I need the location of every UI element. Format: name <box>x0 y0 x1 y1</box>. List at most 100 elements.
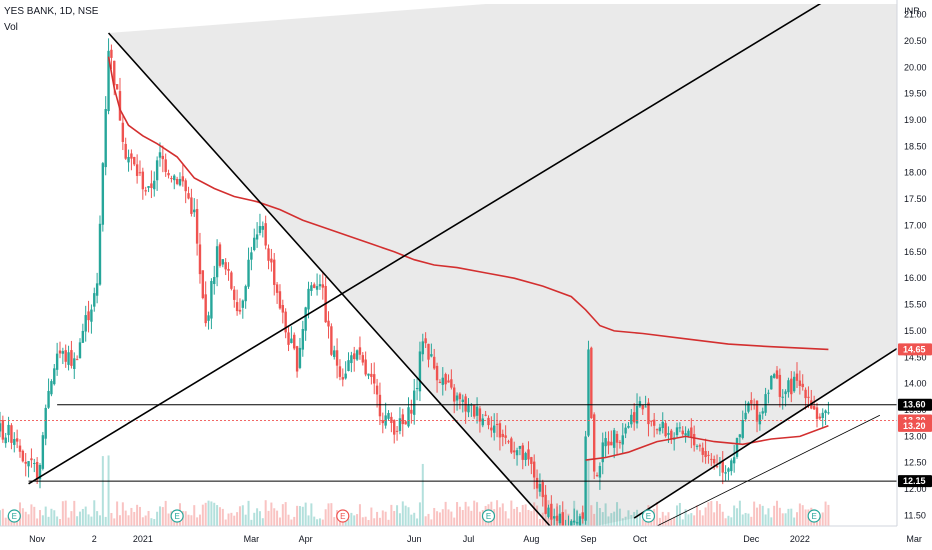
volume-bar <box>76 516 79 526</box>
price-tag-box <box>898 343 932 356</box>
volume-bar <box>738 500 741 526</box>
earnings-marker: E <box>170 509 184 523</box>
candle-body <box>667 433 670 435</box>
volume-bar <box>436 511 439 526</box>
volume-bar <box>113 518 116 526</box>
candle-body <box>255 234 259 240</box>
volume-bar <box>796 512 799 526</box>
volume-bar <box>627 510 630 526</box>
candle-body <box>487 417 490 426</box>
candle-body <box>493 425 496 433</box>
volume-bar <box>33 506 36 526</box>
volume-bar <box>587 459 590 526</box>
volume-bar <box>201 504 204 526</box>
candle-body <box>678 427 682 429</box>
candle-body <box>484 414 487 416</box>
candle-body <box>767 392 770 394</box>
candle-body <box>601 442 604 463</box>
candle-body <box>641 404 644 410</box>
volume-bar <box>787 508 790 526</box>
candle-body <box>415 388 419 390</box>
volume-bar <box>564 509 567 526</box>
volume-bar <box>87 514 90 526</box>
x-tick-label: Dec <box>743 534 760 544</box>
candle-body <box>147 186 150 188</box>
volume-bar <box>1 508 4 526</box>
candle-body <box>201 270 205 299</box>
volume-bar <box>30 504 33 526</box>
candle-body <box>347 360 350 371</box>
candle-body <box>64 350 67 362</box>
candle-body <box>130 153 133 159</box>
candle-body <box>124 143 127 159</box>
candle-body <box>555 515 559 521</box>
candle-body <box>15 438 19 442</box>
candle-body <box>650 420 653 422</box>
volume-bar <box>701 515 704 526</box>
volume-bar <box>478 511 481 526</box>
candle-body <box>627 425 630 428</box>
candle-body <box>70 350 73 366</box>
candle-body <box>795 373 799 381</box>
price-tag: 14.65 <box>898 343 932 356</box>
candle-body <box>364 359 367 375</box>
chart-title: YES BANK, 1D, NSE <box>4 6 99 17</box>
volume-bar <box>247 500 250 526</box>
candle-body <box>367 373 370 376</box>
candle-body <box>7 424 10 436</box>
candle-body <box>167 173 170 176</box>
volume-bar <box>750 516 753 526</box>
candle-body <box>407 407 410 427</box>
candle-body <box>127 157 130 163</box>
candle-body <box>581 512 584 519</box>
price-tag: 13.20 <box>898 419 932 432</box>
volume-bar <box>516 506 519 526</box>
volume-bar <box>333 517 336 526</box>
x-tick-label: Aug <box>523 534 539 544</box>
candle-body <box>787 380 790 393</box>
candle-body <box>572 520 576 523</box>
volume-bar <box>744 512 747 526</box>
volume-bar <box>41 515 44 526</box>
volume-bar <box>696 505 699 526</box>
volume-bar <box>656 501 659 526</box>
volume-bar <box>638 513 641 526</box>
volume-bar <box>90 516 93 526</box>
candle-body <box>804 389 807 399</box>
candle-body <box>230 272 233 289</box>
candle-body <box>664 423 667 437</box>
candle-body <box>298 347 302 368</box>
candle-body <box>438 381 442 384</box>
candle-body <box>290 338 293 344</box>
volume-bar <box>198 514 201 526</box>
candle-body <box>47 390 50 408</box>
candle-body <box>247 259 250 287</box>
volume-bar <box>56 516 59 526</box>
candle-body <box>233 289 236 300</box>
candle-body <box>50 381 53 395</box>
candle-body <box>273 259 276 285</box>
volume-bar <box>267 510 270 526</box>
volume-bar <box>664 515 667 526</box>
volume-bar <box>790 508 793 526</box>
candle-body <box>495 423 499 425</box>
candle-body <box>338 366 342 377</box>
candle-body <box>67 352 70 365</box>
volume-bar <box>78 511 81 526</box>
candle-body <box>378 394 382 417</box>
volume-bar <box>424 516 427 526</box>
volume-bar <box>276 510 279 526</box>
candle-body <box>758 414 762 425</box>
candle-body <box>13 439 16 445</box>
earnings-marker: E <box>336 509 350 523</box>
candle-body <box>632 412 636 423</box>
x-tick-label: Oct <box>633 534 648 544</box>
candle-body <box>190 197 193 214</box>
volume-bar <box>118 515 121 526</box>
volume-bar <box>716 501 719 526</box>
volume-bar <box>413 512 416 526</box>
volume-bar <box>353 515 356 526</box>
volume-bar <box>661 511 664 526</box>
volume-bar <box>116 501 119 526</box>
